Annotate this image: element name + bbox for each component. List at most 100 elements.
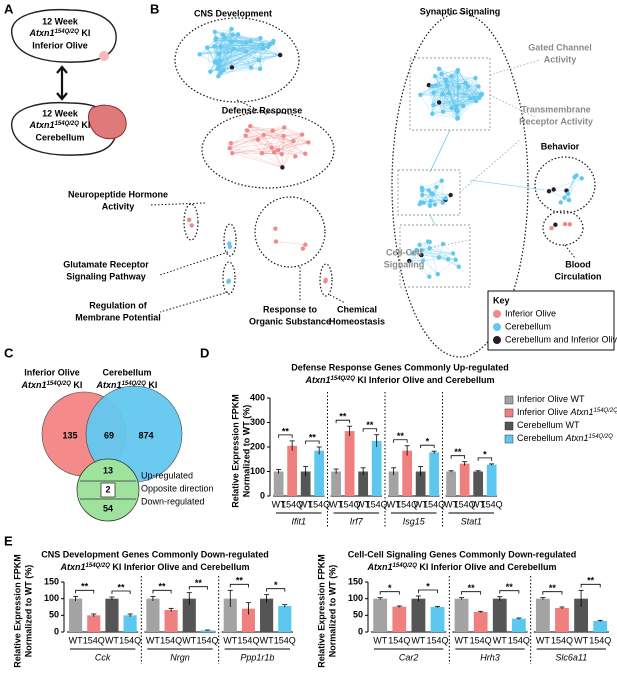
network-edge [451,75,471,99]
legend-label: Cerebellum Atxn1154Q/2Q [517,433,613,443]
network-edge [259,46,269,70]
significance: ** [236,576,244,586]
cluster-outline [319,263,333,297]
network-node [440,109,446,114]
network-edge [217,48,264,69]
bar-label: WT [373,635,387,645]
network-edge [437,259,456,275]
gene-label: Nrgn [170,652,190,662]
network-node [212,29,218,35]
network-node [243,133,248,138]
text-part: Atxn1 [570,407,594,417]
significance: ** [468,583,476,593]
error-bar [245,602,251,615]
y-tick-label: 400 [250,392,265,402]
network-edge [553,178,582,190]
panel-label: C [4,345,14,360]
bar [473,612,488,632]
significance: ** [454,447,462,457]
breakdown-count: 54 [103,503,113,513]
network-edge [409,260,430,277]
network-edge [250,125,309,143]
network-node [216,51,221,57]
bar [278,606,292,632]
gene-label: Hrh3 [480,652,500,662]
bar-label: WT [69,635,83,645]
network-node [271,38,276,44]
network-edge [467,85,482,95]
bar [429,452,440,496]
network-node [546,189,552,194]
network-edge [258,46,269,61]
sub-cluster-label: Receptor Activity [519,116,593,126]
network-node [440,200,445,205]
cluster-outline [174,17,300,103]
bar [105,598,119,632]
network-node [186,217,192,222]
breakdown-label: Up-regulated [141,470,193,480]
network-edge [218,46,269,67]
network-node [227,146,232,151]
text-part: KI [79,120,91,130]
network-edge [420,94,433,114]
network-edge [432,85,459,119]
bar [415,471,426,496]
bar [300,471,311,496]
text-part: 154Q/2Q [594,408,617,414]
gene-label: Car2 [399,652,419,662]
significance-bracket [499,590,520,594]
key-title: Key [493,295,510,305]
significance-bracket [379,591,400,595]
y-tick-label: 200 [250,441,265,451]
network-node [553,222,558,227]
network-node [419,252,424,258]
cluster-outline [391,12,529,358]
network-edge [223,41,232,71]
bar [260,598,274,632]
bar-label: WT [272,499,286,509]
network-edge [434,187,437,205]
chart-title: Atxn1154Q/2Q KI Inferior Olive and Cereb… [305,375,495,385]
cluster-label: Blood [565,259,591,269]
network-node [227,244,233,250]
network-node [258,35,263,41]
bar [486,464,497,496]
cluster-label: Activity [102,201,135,211]
network-node [260,42,265,47]
breakdown-label: Down-regulated [141,496,205,506]
breakdown-count: 2 [105,484,110,494]
error-bar [316,446,322,455]
leader-line [159,291,229,313]
network-edge [457,105,464,119]
error-bar [289,440,295,451]
network-node [456,264,461,269]
network-node [440,241,446,247]
error-bar [377,597,383,600]
sub-cluster-label: Signaling [384,259,425,269]
venn-title: Inferior Olive [24,367,80,377]
network-node [448,192,453,198]
network-node [432,73,438,79]
network-edge [261,127,285,154]
network-node [431,90,436,95]
bar [87,615,101,632]
network-node [256,58,262,63]
network-node [259,150,265,156]
network-edge [199,46,215,55]
error-bar [578,589,584,607]
bar-label: 154Q [388,635,410,645]
network-edge [451,85,469,109]
network-edge [422,260,438,275]
error-bar [497,596,503,601]
significance: ** [309,432,317,442]
venn-count: 135 [62,430,77,440]
network-edge [214,28,232,33]
key-label: Inferior Olive [505,308,556,318]
network-node [261,46,266,51]
cluster-label: Regulation of [89,300,147,310]
network-node [257,66,263,72]
network-node [282,125,287,130]
bar [388,471,399,496]
chart-title: Atxn1154Q/2Q KI Inferior Olive and Cereb… [60,562,250,572]
leader-line [149,202,206,206]
